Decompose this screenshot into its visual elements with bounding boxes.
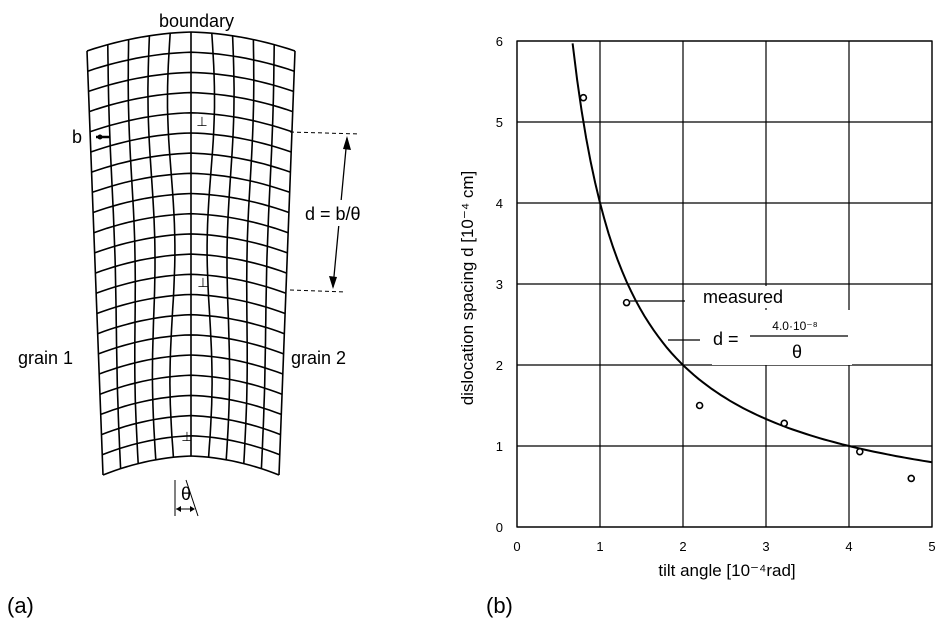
lattice-column-line <box>278 50 296 476</box>
dislocation-symbol-middle: ⊥ <box>197 275 208 290</box>
measured-points <box>579 93 916 483</box>
equation-denominator: θ <box>792 342 802 362</box>
lattice-row-line <box>95 253 287 274</box>
dislocation-symbol-bottom: ⊥ <box>181 429 192 444</box>
fit-curve <box>571 43 933 464</box>
theta-label: θ <box>181 484 191 504</box>
measured-point <box>907 474 916 483</box>
y-tick-label: 1 <box>496 439 503 454</box>
y-tick-label: 4 <box>496 196 503 211</box>
lattice-row-line <box>86 31 296 52</box>
y-tick-label: 5 <box>496 115 503 130</box>
spacing-dash-bottom <box>289 289 346 293</box>
lattice-row-line <box>93 212 289 234</box>
chart-grid <box>516 40 933 528</box>
lattice-row-line <box>89 91 293 113</box>
grain-1-label: grain 1 <box>18 348 73 368</box>
measured-label: measured <box>703 287 783 307</box>
burgers-vector-marker: b <box>72 127 110 147</box>
measured-annotation: measured <box>630 286 790 308</box>
equation-backdrop <box>712 310 852 365</box>
lattice-column-line <box>127 39 139 464</box>
y-tick-label: 3 <box>496 277 503 292</box>
theta-arrowhead-left <box>176 506 181 512</box>
measured-point <box>622 298 631 307</box>
lattice-row-line <box>95 273 287 295</box>
lattice-column-line <box>147 35 157 460</box>
lattice-column-line <box>260 44 275 469</box>
spacing-arrowhead-bottom <box>329 276 337 289</box>
lattice-row-line <box>99 374 283 395</box>
lattice-row-line <box>101 434 281 456</box>
lattice-row-line <box>98 354 284 375</box>
dislocation-symbol-top: ⊥ <box>196 114 207 129</box>
measured-label-backdrop <box>700 286 790 308</box>
x-tick-label: 0 <box>513 539 520 554</box>
equation-annotation: d = 4.0·10⁻⁸ θ <box>668 310 852 365</box>
lattice-column-line <box>86 50 104 476</box>
lattice-row-line <box>88 71 294 93</box>
lattice-row-line <box>92 192 290 214</box>
grain-2-label: grain 2 <box>291 348 346 368</box>
lattice-row-line <box>102 455 280 476</box>
lattice-row-line <box>89 111 293 133</box>
boundary-label: boundary <box>159 11 234 31</box>
burgers-vector-label: b <box>72 127 82 147</box>
panel-b-chart: 0 1 2 3 4 5 0 1 2 3 4 5 6 measured d = 4.0·10⁻⁸ θ t… <box>458 34 936 618</box>
equation-lhs: d = <box>713 329 739 349</box>
lattice-column-line <box>206 33 216 458</box>
y-tick-label: 0 <box>496 520 503 535</box>
theta-arrowhead-right <box>190 506 195 512</box>
measured-point <box>855 447 864 456</box>
spacing-label: d = b/θ <box>305 204 361 224</box>
lattice-row-line <box>101 414 281 436</box>
y-tick-labels: 0 1 2 3 4 5 6 <box>496 34 503 535</box>
x-tick-label: 4 <box>845 539 852 554</box>
x-tick-label: 2 <box>679 539 686 554</box>
lattice-column-line <box>107 44 122 469</box>
y-tick-label: 2 <box>496 358 503 373</box>
measured-point <box>579 93 588 102</box>
lattice-row-line <box>92 172 290 194</box>
spacing-label-backdrop <box>300 200 392 226</box>
lattice-row-line <box>97 313 285 335</box>
measured-point <box>780 419 789 428</box>
theta-line-right <box>185 479 199 517</box>
x-tick-label: 3 <box>762 539 769 554</box>
spacing-arrowhead-top <box>343 136 351 150</box>
dislocation-symbols: ⊥ ⊥ ⊥ <box>181 114 208 444</box>
tilt-boundary-lattice <box>86 31 296 476</box>
y-tick-label: 6 <box>496 34 503 49</box>
lattice-column-line <box>225 35 235 460</box>
burgers-vector-dot <box>97 134 103 140</box>
lattice-row-line <box>96 293 286 315</box>
x-axis-title: tilt angle [10⁻⁴rad] <box>658 561 795 580</box>
tilt-angle-marker <box>174 479 199 517</box>
lattice-row-line <box>90 132 292 153</box>
equation-numerator: 4.0·10⁻⁸ <box>772 319 817 333</box>
lattice-row-line <box>94 233 288 254</box>
lattice-column-line <box>166 33 176 458</box>
x-tick-labels: 0 1 2 3 4 5 <box>513 539 935 554</box>
panel-a-lattice-diagram: ⊥ ⊥ ⊥ boundary b d = b/θ grain 1 grain 2 <box>7 11 392 618</box>
y-axis-title: dislocation spacing d [10⁻⁴ cm] <box>458 171 477 406</box>
lattice-column-line <box>243 39 255 464</box>
x-tick-label: 1 <box>596 539 603 554</box>
x-tick-label: 5 <box>928 539 935 554</box>
lattice-row-line <box>98 334 284 355</box>
lattice-row-line <box>91 152 291 173</box>
panel-b-label: (b) <box>486 593 513 618</box>
spacing-dash-top <box>289 131 361 135</box>
plot-frame <box>516 40 933 528</box>
measured-point <box>695 401 704 410</box>
panel-a-label: (a) <box>7 593 34 618</box>
lattice-row-line <box>87 51 295 72</box>
lattice-row-line <box>100 394 282 416</box>
